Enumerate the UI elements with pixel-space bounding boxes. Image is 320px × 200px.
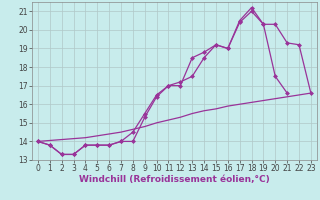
X-axis label: Windchill (Refroidissement éolien,°C): Windchill (Refroidissement éolien,°C) <box>79 175 270 184</box>
